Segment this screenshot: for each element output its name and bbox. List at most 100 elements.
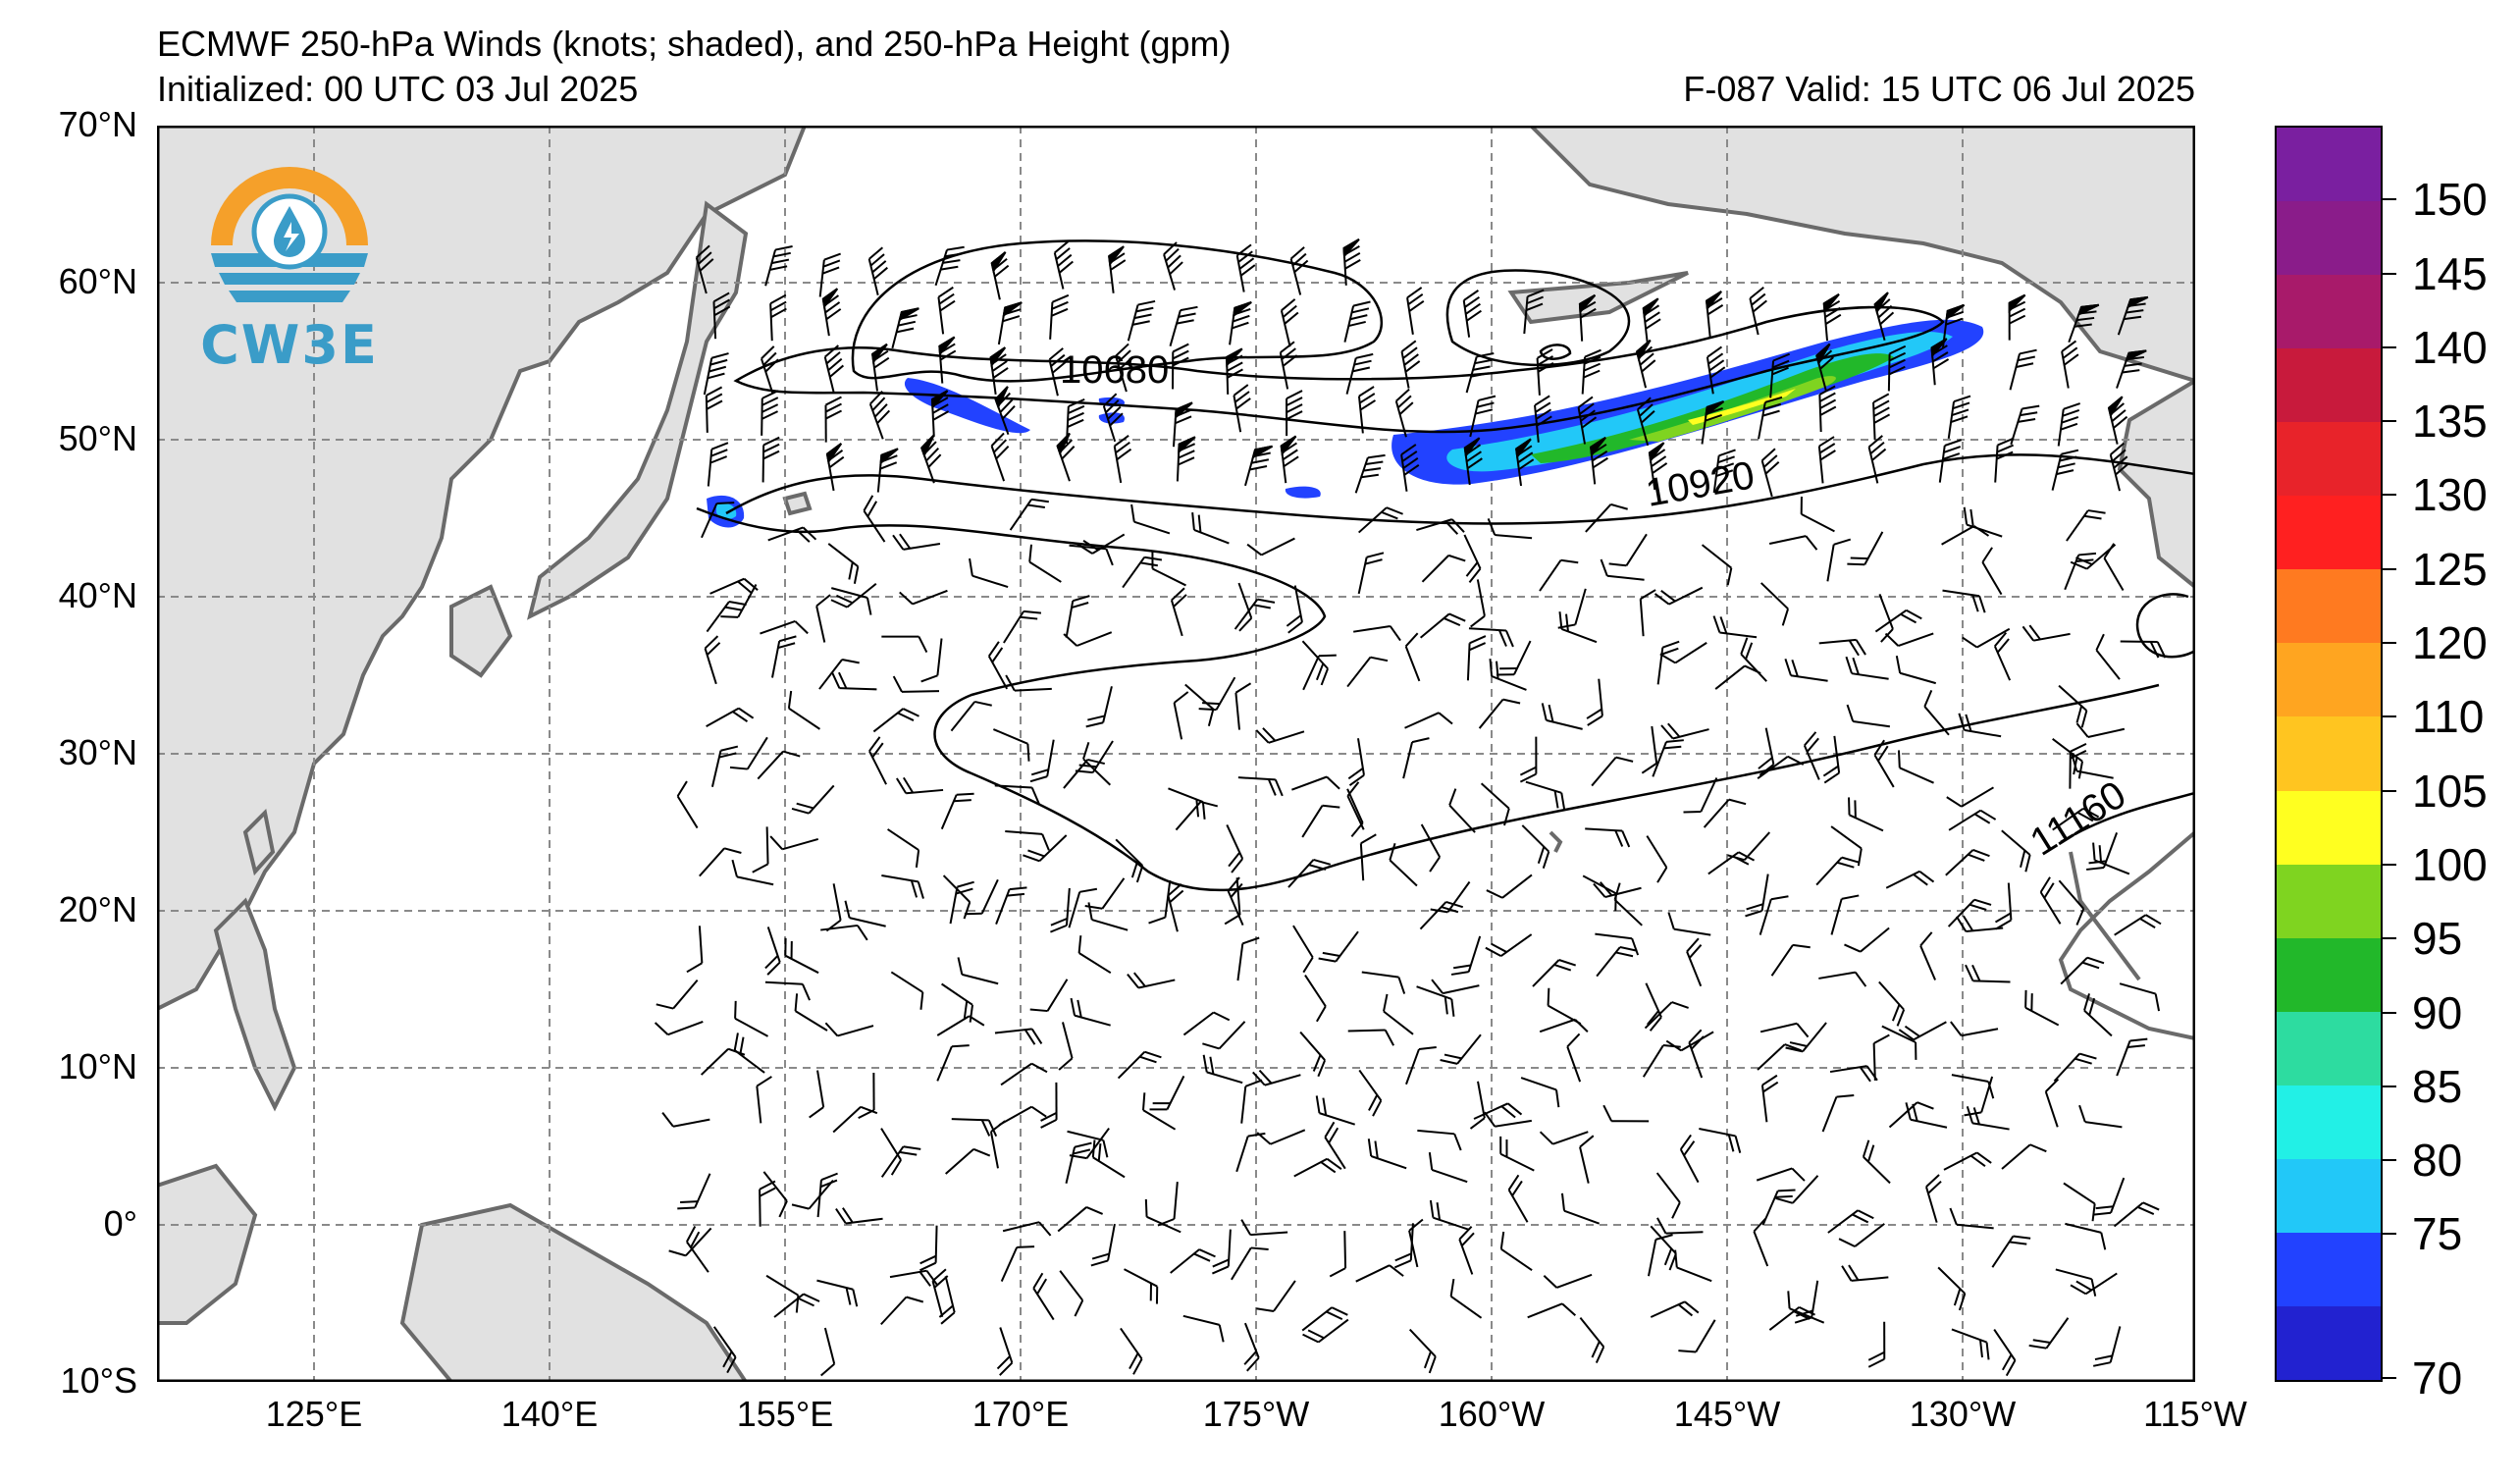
- wind-barb: [2021, 624, 2071, 642]
- wind-barb: [1049, 293, 1070, 340]
- wind-barb: [1826, 538, 1852, 582]
- wind-barb: [2116, 1037, 2148, 1077]
- wind-barb: [1408, 1328, 1437, 1374]
- wind-barb: [1359, 833, 1377, 881]
- lon-label-140e: 140°E: [500, 1394, 599, 1434]
- wind-barb: [1408, 1218, 1424, 1268]
- wind-barb: [1357, 386, 1377, 434]
- wind-barb: [1593, 881, 1642, 899]
- wind-barb: [2093, 1177, 2126, 1216]
- wind-barb: [757, 750, 801, 780]
- wind-barb: [1991, 1235, 2031, 1268]
- lat-label-70n: 70°N: [58, 104, 137, 144]
- wind-barb: [1065, 595, 1090, 638]
- wind-barb: [1577, 396, 1598, 445]
- wind-barb: [2120, 640, 2167, 659]
- colorbar-segment: [2277, 1085, 2381, 1160]
- wind-barb: [704, 635, 721, 685]
- wind-barb: [1087, 902, 1129, 931]
- wind-barb: [1993, 631, 2012, 681]
- wind-barb: [2061, 340, 2079, 389]
- colorbar-label: 105: [2412, 765, 2488, 817]
- wind-barb: [1058, 1022, 1074, 1071]
- shade-patch-2: [1098, 412, 1125, 424]
- wind-barb: [949, 880, 974, 925]
- wind-barb: [733, 1033, 765, 1074]
- wind-barb: [1346, 781, 1365, 830]
- wind-barb: [1184, 683, 1215, 727]
- wind-barb: [1130, 503, 1171, 535]
- wind-barb: [1141, 1092, 1177, 1131]
- wind-barb: [791, 1180, 834, 1210]
- colorbar-label: 130: [2412, 469, 2488, 521]
- wind-barb: [1948, 809, 1997, 831]
- wind-barb: [1231, 1246, 1269, 1281]
- wind-barb: [1466, 635, 1487, 681]
- wind-barb: [1667, 912, 1711, 936]
- wind-barb: [1749, 286, 1767, 336]
- wind-barb: [1930, 338, 1950, 386]
- wind-barb: [1406, 287, 1425, 335]
- contour-small: [1539, 344, 1572, 360]
- wind-barb: [1527, 1302, 1577, 1319]
- wind-barb: [1962, 627, 2011, 649]
- wind-barb: [1706, 291, 1724, 339]
- wind-barb: [1848, 797, 1884, 832]
- wind-barb: [1486, 874, 1533, 899]
- wind-barb: [1937, 1266, 1967, 1311]
- wind-barb: [1847, 531, 1884, 566]
- wind-barb: [1090, 1223, 1116, 1267]
- wind-barb: [863, 495, 886, 543]
- wind-barb: [1182, 1011, 1231, 1036]
- wind-barb: [881, 635, 928, 654]
- wind-barb: [752, 826, 769, 874]
- land-masses: [157, 126, 2195, 1382]
- wind-barb: [656, 979, 699, 1010]
- wind-barb: [827, 543, 860, 584]
- wind-barb: [1353, 624, 1401, 642]
- colorbar: [2275, 126, 2383, 1382]
- wind-barb: [1602, 1104, 1650, 1123]
- wind-barb: [2075, 722, 2126, 739]
- wind-barb: [1404, 632, 1421, 682]
- wind-barb: [1229, 301, 1252, 345]
- wind-barb: [816, 1279, 859, 1307]
- wind-barb: [930, 390, 950, 437]
- wind-barb: [1775, 1175, 1819, 1204]
- wind-barb: [1966, 1106, 2010, 1131]
- colorbar-label: 150: [2412, 174, 2488, 226]
- wind-barb: [1127, 299, 1156, 342]
- colorbar-segment: [2277, 201, 2381, 276]
- wind-barb: [1076, 533, 1126, 555]
- wind-barb: [1172, 401, 1193, 448]
- wind-barb: [1878, 980, 1906, 1027]
- wind-barb: [1956, 915, 2004, 933]
- wind-barb: [1202, 1054, 1243, 1085]
- wind-barb: [1346, 656, 1389, 688]
- wind-barb: [919, 1225, 938, 1272]
- wind-barb: [1822, 292, 1842, 342]
- wind-barb: [1255, 727, 1305, 744]
- wind-barb: [1469, 395, 1496, 438]
- wind-barb: [2117, 295, 2149, 336]
- wind-barb: [1287, 858, 1332, 888]
- lat-label-20n: 20°N: [58, 889, 137, 929]
- wind-barb: [995, 886, 1027, 925]
- land-kuril: [782, 491, 813, 516]
- wind-barb: [1394, 388, 1414, 438]
- wind-barb: [1120, 1327, 1143, 1375]
- wind-barb: [1760, 1074, 1779, 1123]
- wind-barb: [1463, 437, 1483, 486]
- wind-barb: [1641, 725, 1658, 774]
- wind-barb: [994, 1028, 1043, 1045]
- wind-barb: [1191, 512, 1230, 545]
- wind-barb: [1416, 518, 1465, 535]
- wind-barb: [1057, 1206, 1104, 1233]
- wind-barb: [1113, 435, 1132, 484]
- wind-barb: [2055, 1268, 2097, 1297]
- wind-barb: [1499, 1136, 1535, 1172]
- wind-barb: [2116, 349, 2147, 389]
- wind-barb: [1000, 1062, 1048, 1086]
- wind-barb: [1656, 640, 1680, 685]
- wind-barb: [1943, 1151, 1992, 1171]
